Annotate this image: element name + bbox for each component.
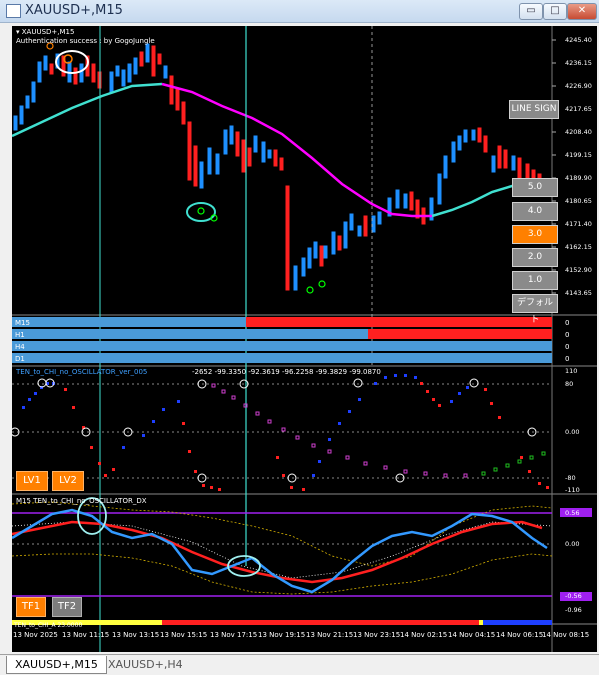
time-label: 13 Nov 11:15 — [62, 631, 110, 639]
osc2-scale: -0.96 — [565, 606, 582, 614]
ma-line-falling — [161, 82, 432, 218]
osc2-scale: -0.56 — [565, 592, 582, 600]
osc2-title: M15 TEN_to_CHI_no_OSCILLATOR_DX — [16, 497, 147, 505]
time-label: 13 Nov 13:15 — [112, 631, 160, 639]
chart-tab-bar: XAUUSD+,M15 XAUUSD+,H4 — [0, 654, 599, 675]
tf-value: 0 — [565, 331, 570, 339]
time-label: 13 Nov 15:15 — [160, 631, 208, 639]
osc1-scale: 0.00 — [565, 428, 580, 436]
symbol-label: ▾ XAUUSD+,M15 — [16, 28, 75, 36]
tf2-button[interactable]: TF2 — [52, 597, 82, 617]
price-label: 4208.40 — [565, 128, 592, 136]
price-candles — [13, 43, 542, 291]
chart-canvas — [12, 26, 597, 652]
tf-value: 0 — [565, 355, 570, 363]
osc1-title: TEN_to_CHI_no_OSCILLATOR_ver_005 — [16, 368, 148, 376]
timeframe-strips — [12, 317, 552, 363]
osc2-scale: 0.56 — [565, 509, 580, 517]
tab-xauusd-m15[interactable]: XAUUSD+,M15 — [6, 656, 107, 674]
time-label: 14 Nov 08:15 — [542, 631, 590, 639]
price-label: 4171.40 — [565, 220, 592, 228]
price-label: 4152.90 — [565, 266, 592, 274]
time-label: 13 Nov 19:15 — [258, 631, 306, 639]
indicator-label: TEN_to_CHI_A 23.0000 — [14, 622, 83, 629]
close-button[interactable]: ✕ — [567, 3, 597, 20]
auth-status-label: Authentication success : by GogoJungle — [16, 37, 155, 45]
tf-label-h1: H1 — [15, 331, 25, 339]
tf-label-h4: H4 — [15, 343, 25, 351]
osc1-dots — [12, 374, 549, 491]
tf-value: 0 — [565, 343, 570, 351]
time-label: 13 Nov 17:15 — [210, 631, 258, 639]
tab-xauusd-h4[interactable]: XAUUSD+,H4 — [108, 658, 183, 671]
osc2-scale: 0.00 — [565, 540, 580, 548]
time-label: 13 Nov 23:15 — [353, 631, 401, 639]
price-label: 4143.65 — [565, 289, 592, 297]
price-label: 4162.15 — [565, 243, 592, 251]
price-label: 4180.65 — [565, 197, 592, 205]
price-label: 4199.15 — [565, 151, 592, 159]
scale-button-2[interactable]: 2.0 — [512, 248, 558, 267]
window-titlebar: XAUUSD+,M15 ▭ □ ✕ — [0, 0, 599, 23]
osc2-lines — [12, 497, 553, 597]
scale-button-4[interactable]: 4.0 — [512, 202, 558, 221]
default-scale-button[interactable]: デフォルト — [512, 294, 558, 325]
price-label: 4217.65 — [565, 105, 592, 113]
time-label: 14 Nov 02:15 — [400, 631, 448, 639]
osc1-scale: 110 — [565, 367, 578, 375]
osc1-scale: -80 — [565, 474, 576, 482]
time-label: 13 Nov 21:15 — [306, 631, 354, 639]
scale-button-1[interactable]: 1.0 — [512, 271, 558, 290]
minimize-button[interactable]: ▭ — [519, 3, 543, 20]
price-label: 4245.40 — [565, 36, 592, 44]
tf-label-m15: M15 — [15, 319, 30, 327]
osc1-scale: -110 — [565, 486, 580, 494]
price-label: 4226.90 — [565, 82, 592, 90]
tf-label-d1: D1 — [15, 355, 25, 363]
line-sign-button[interactable]: LINE SIGN — [509, 100, 559, 119]
chart-window-icon — [6, 4, 21, 18]
chart-area[interactable]: ▾ XAUUSD+,M15 Authentication success : b… — [12, 26, 597, 652]
osc1-scale: 80 — [565, 380, 574, 388]
lv1-button[interactable]: LV1 — [16, 471, 48, 491]
window-title: XAUUSD+,M15 — [25, 3, 123, 18]
tf1-button[interactable]: TF1 — [16, 597, 46, 617]
osc1-values: -2652 -99.3350 -92.3619 -96.2258 -99.382… — [192, 368, 381, 376]
scale-button-3[interactable]: 3.0 — [512, 225, 558, 244]
scale-button-5[interactable]: 5.0 — [512, 178, 558, 197]
ma-line-rising — [12, 82, 163, 138]
bottom-strip — [12, 620, 552, 625]
time-label: 14 Nov 06:15 — [496, 631, 544, 639]
time-label: 13 Nov 2025 — [13, 631, 58, 639]
tf-value: 0 — [565, 319, 570, 327]
time-label: 14 Nov 04:15 — [448, 631, 496, 639]
osc1-grid — [12, 383, 552, 479]
maximize-button[interactable]: □ — [543, 3, 567, 20]
lv2-button[interactable]: LV2 — [52, 471, 84, 491]
price-label: 4189.90 — [565, 174, 592, 182]
price-label: 4236.15 — [565, 59, 592, 67]
